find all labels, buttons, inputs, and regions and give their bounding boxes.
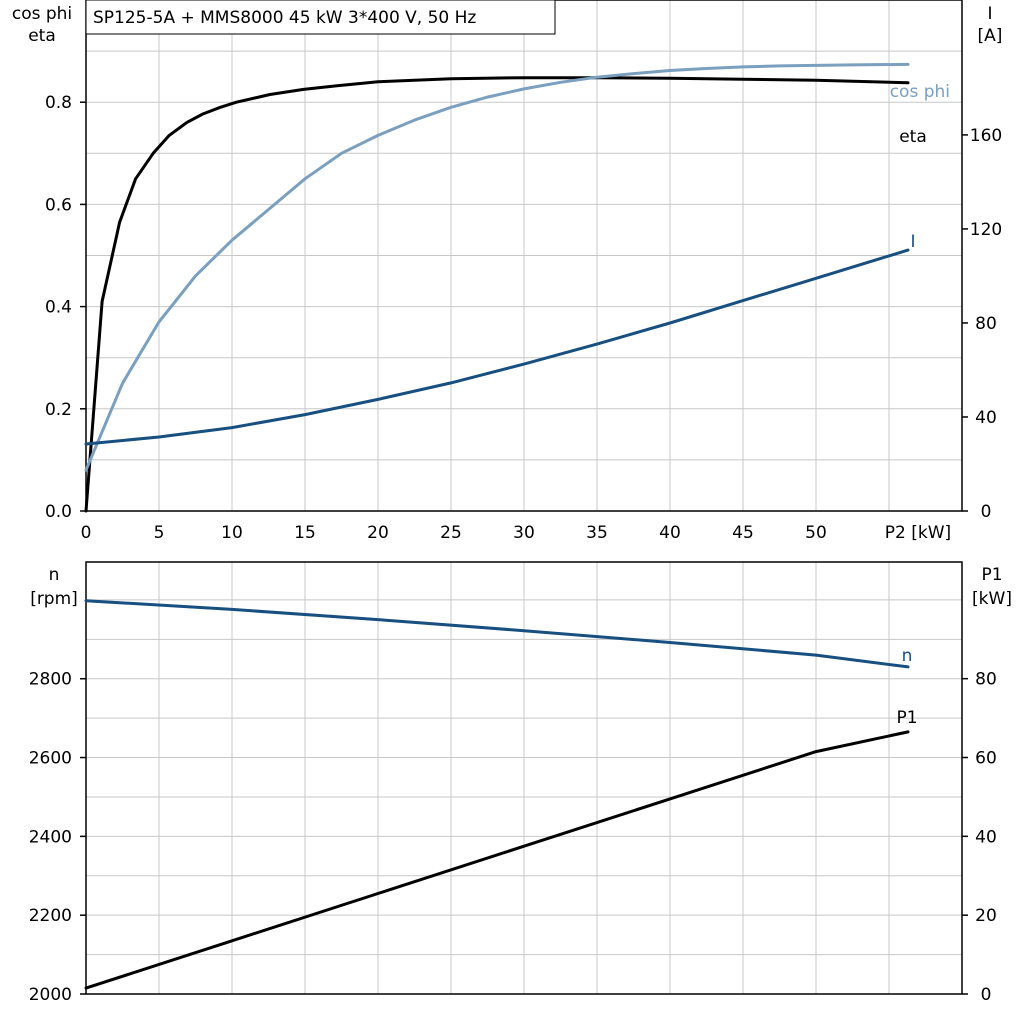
top-series-group — [84, 62, 910, 513]
chart-title-box — [85, 0, 556, 35]
series-line-n — [84, 599, 910, 669]
x-tick-label: 50 — [805, 523, 827, 543]
bottom-left-tick-label: 2400 — [29, 827, 72, 847]
top-right-axis-title-line1: I — [987, 4, 992, 24]
top-right-axis-title-line2: [A] — [978, 26, 1003, 46]
bottom-right-tick-label: 0 — [981, 985, 992, 1005]
bottom-left-axis-title-line2: [rpm] — [30, 589, 78, 609]
bottom-grid — [86, 562, 962, 994]
bottom-series-group — [84, 599, 910, 990]
top-right-tick-label: 0 — [981, 502, 992, 522]
speed-curve-label: n — [902, 646, 913, 666]
bottom-right-axis-title-line2: [kW] — [972, 589, 1012, 609]
bottom-right-tick-label: 80 — [975, 670, 997, 690]
series-line-p1 — [84, 730, 910, 990]
bottom-left-tick-label: 2000 — [29, 985, 72, 1005]
bottom-right-tick-label: 20 — [975, 906, 997, 926]
bottom-right-axis-title-line1: P1 — [981, 565, 1002, 585]
x-tick-label: 10 — [221, 523, 243, 543]
x-tick-label: 35 — [586, 523, 608, 543]
top-left-tick-label: 0.6 — [45, 195, 72, 215]
efficiency-current-chart: 0.0 0.2 0.4 0.6 0.8 0 40 80 120 160 0 5 10 15 20 25 30 35… — [12, 0, 1003, 543]
x-tick-label: 40 — [659, 523, 681, 543]
eta-curve-label: eta — [899, 127, 927, 147]
bottom-left-tick-label: 2600 — [29, 749, 72, 769]
x-tick-label: 45 — [732, 523, 754, 543]
top-right-tick-label: 160 — [970, 126, 1002, 146]
top-left-tick-label: 0.8 — [45, 93, 72, 113]
bottom-left-tick-label: 2200 — [29, 906, 72, 926]
x-axis-label: P2 [kW] — [885, 523, 951, 543]
x-tick-label: 20 — [367, 523, 389, 543]
current-curve-label: I — [910, 232, 915, 252]
top-left-axis-title-line1: cos phi — [12, 4, 72, 24]
bottom-left-tick-label: 2800 — [29, 670, 72, 690]
cos-phi-curve-label: cos phi — [890, 82, 950, 102]
x-tick-label: 30 — [513, 523, 535, 543]
series-line-cos-phi — [84, 62, 910, 472]
top-left-tick-label: 0.2 — [45, 400, 72, 420]
bottom-right-tick-label: 60 — [975, 749, 997, 769]
top-right-tick-label: 80 — [975, 314, 997, 334]
series-line-eta — [84, 76, 910, 513]
bottom-tick-labels: 2000 2200 2400 2600 2800 0 20 40 60 80 — [29, 670, 997, 1005]
top-right-tick-label: 40 — [975, 408, 997, 428]
top-left-tick-label: 0.4 — [45, 298, 72, 318]
x-tick-label: 15 — [294, 523, 316, 543]
bottom-left-axis-title-line1: n — [49, 565, 60, 585]
p1-curve-label: P1 — [896, 708, 917, 728]
x-tick-label: 5 — [154, 523, 165, 543]
series-line-i — [84, 248, 910, 446]
x-tick-label: 25 — [440, 523, 462, 543]
chart-title: SP125-5A + MMS8000 45 kW 3*400 V, 50 Hz — [93, 8, 476, 28]
top-right-tick-label: 120 — [970, 220, 1002, 240]
x-tick-label: 0 — [81, 523, 92, 543]
bottom-right-tick-label: 40 — [975, 827, 997, 847]
top-grid — [86, 0, 962, 511]
top-left-axis-title-line2: eta — [28, 26, 56, 46]
top-plot-frame — [85, 0, 963, 512]
bottom-plot-frame — [85, 561, 963, 995]
top-left-tick-label: 0.0 — [45, 502, 72, 522]
speed-power-chart: 2000 2200 2400 2600 2800 0 20 40 60 80 n [rpm] P1… — [29, 561, 1012, 1005]
top-tick-labels: 0.0 0.2 0.4 0.6 0.8 0 40 80 120 160 0 5 10 15 20 25 30 35… — [45, 93, 1002, 543]
